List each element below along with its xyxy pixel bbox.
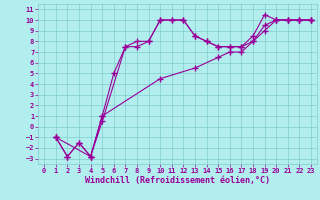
X-axis label: Windchill (Refroidissement éolien,°C): Windchill (Refroidissement éolien,°C)	[85, 176, 270, 185]
